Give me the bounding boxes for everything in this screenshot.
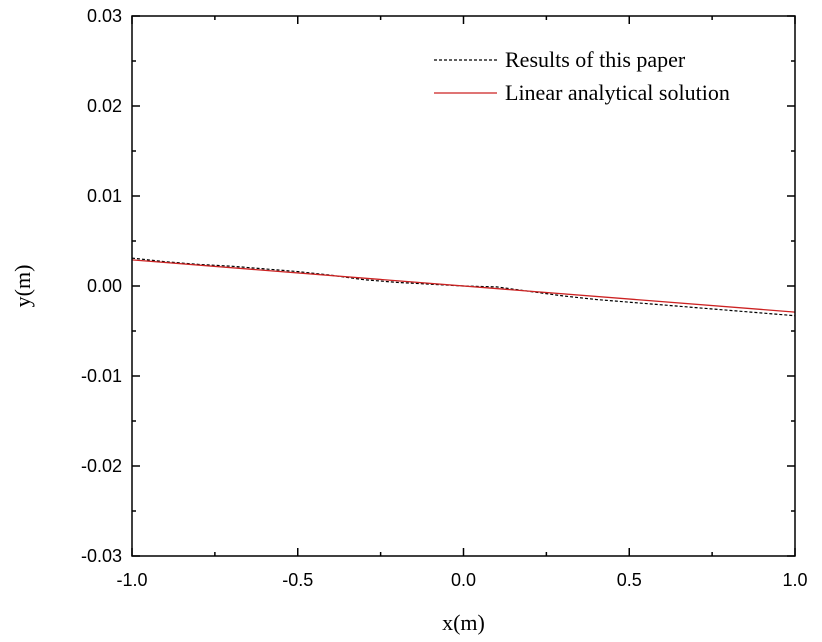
y-axis-title: y(m)	[10, 265, 35, 308]
legend-label-linear: Linear analytical solution	[505, 80, 730, 105]
y-tick-label: 0.03	[87, 6, 122, 26]
legend: Results of this paper Linear analytical …	[434, 47, 730, 105]
plot-frame	[131, 15, 796, 557]
x-tick-label: 0.0	[451, 570, 476, 590]
x-tick-label: -1.0	[116, 570, 147, 590]
y-tick-label: -0.02	[81, 456, 122, 476]
x-tick-label: 0.5	[617, 570, 642, 590]
series-line-1	[131, 259, 796, 313]
y-tick-label: -0.01	[81, 366, 122, 386]
y-tick-label: -0.03	[81, 546, 122, 566]
y-tick-label: 0.02	[87, 96, 122, 116]
x-axis-title: x(m)	[442, 610, 485, 635]
y-tick-label: 0.01	[87, 186, 122, 206]
x-tick-label: -0.5	[282, 570, 313, 590]
labels-layer: -1.0 -0.5 0.0 0.5 1.0 -0.03 -0.02 -0.01 0.00 0.01…	[81, 6, 808, 590]
series-line-0	[131, 257, 796, 317]
y-tick-label: 0.00	[87, 276, 122, 296]
series-layer	[131, 257, 796, 317]
legend-label-results: Results of this paper	[505, 47, 686, 72]
x-tick-label: 1.0	[782, 570, 807, 590]
